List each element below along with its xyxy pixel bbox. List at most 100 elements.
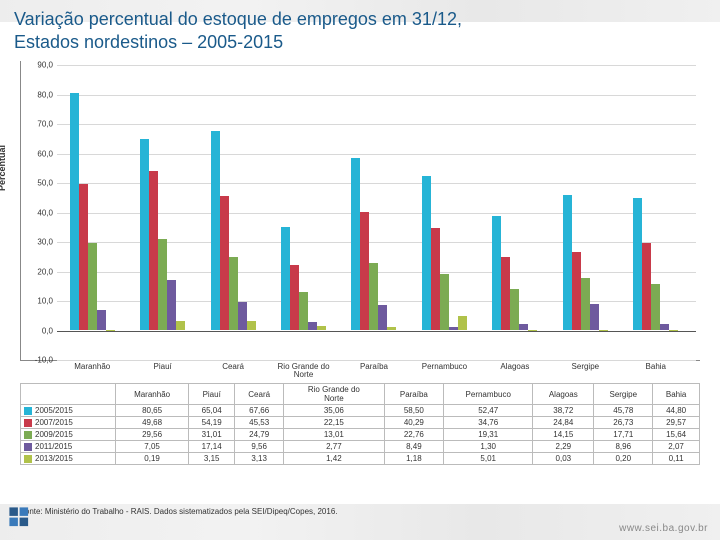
- table-row-header: 2009/2015: [21, 429, 116, 441]
- legend-swatch: [24, 455, 32, 463]
- table-cell: 1,18: [384, 453, 444, 465]
- table-cell: 22,15: [284, 417, 384, 429]
- bar: [308, 322, 317, 330]
- bar: [167, 280, 176, 331]
- table-cell: 65,04: [189, 405, 235, 417]
- table-cell: 26,73: [594, 417, 653, 429]
- table-cell: 45,78: [594, 405, 653, 417]
- bar: [220, 196, 229, 330]
- x-tick-label: Piauí: [127, 360, 197, 371]
- table-cell: 17,71: [594, 429, 653, 441]
- legend-swatch: [24, 419, 32, 427]
- table-cell: 44,80: [653, 405, 700, 417]
- bar: [599, 330, 608, 331]
- logo-icon: [6, 504, 40, 538]
- table-cell: 8,49: [384, 441, 444, 453]
- table-cell: 67,66: [235, 405, 284, 417]
- table-cell: 40,29: [384, 417, 444, 429]
- y-tick: 90,0: [23, 61, 53, 70]
- bar-group: Bahia: [621, 65, 691, 360]
- table-cell: 45,53: [235, 417, 284, 429]
- table-cell: 38,72: [533, 405, 594, 417]
- bar: [660, 324, 669, 330]
- y-tick: 20,0: [23, 267, 53, 276]
- bar: [140, 139, 149, 331]
- title-line2: Estados nordestinos – 2005-2015: [14, 32, 283, 52]
- bar: [510, 289, 519, 331]
- plot-area: -10,00,010,020,030,040,050,060,070,080,0…: [57, 65, 696, 360]
- legend-label: 2011/2015: [35, 442, 72, 451]
- legend-swatch: [24, 443, 32, 451]
- table-cell: 15,64: [653, 429, 700, 441]
- bar: [158, 239, 167, 330]
- y-tick: 40,0: [23, 208, 53, 217]
- table-cell: 49,68: [115, 417, 188, 429]
- table-cell: 2,29: [533, 441, 594, 453]
- table-cell: 58,50: [384, 405, 444, 417]
- bar: [369, 263, 378, 330]
- bar-group: Sergipe: [550, 65, 620, 360]
- x-tick-label: Pernambuco: [409, 360, 479, 371]
- bar: [431, 228, 440, 331]
- table-cell: 9,56: [235, 441, 284, 453]
- bar: [229, 257, 238, 330]
- bar: [563, 195, 572, 330]
- bar: [378, 305, 387, 330]
- table-cell: 54,19: [189, 417, 235, 429]
- table-cell: 1,42: [284, 453, 384, 465]
- table-col-header: Ceará: [235, 384, 284, 405]
- table-col-header: Bahia: [653, 384, 700, 405]
- table-cell: 14,15: [533, 429, 594, 441]
- table-cell: 17,14: [189, 441, 235, 453]
- bar: [360, 212, 369, 331]
- table-corner: [21, 384, 116, 405]
- table-row: 2013/20150,193,153,131,421,185,010,030,2…: [21, 453, 700, 465]
- table-cell: 1,30: [444, 441, 533, 453]
- y-tick: 30,0: [23, 238, 53, 247]
- table-col-header: Piauí: [189, 384, 235, 405]
- table-cell: 31,01: [189, 429, 235, 441]
- x-tick-label: Ceará: [198, 360, 268, 371]
- table-col-header: Pernambuco: [444, 384, 533, 405]
- table-cell: 29,56: [115, 429, 188, 441]
- bar-group: Alagoas: [480, 65, 550, 360]
- table-row: 2005/2015 80,6565,0467,6635,0658,5052,473…: [21, 405, 700, 417]
- bar: [651, 284, 660, 330]
- bar: [281, 227, 290, 330]
- table-cell: 3,15: [189, 453, 235, 465]
- table-cell: 2,77: [284, 441, 384, 453]
- legend-label: 2005/2015: [35, 406, 73, 415]
- table-cell: 8,96: [594, 441, 653, 453]
- table-row-header: 2011/2015: [21, 441, 116, 453]
- table-col-header: Rio Grande doNorte: [284, 384, 384, 405]
- x-tick-label: Maranhão: [57, 360, 127, 371]
- x-tick-label: Paraíba: [339, 360, 409, 371]
- table-col-header: Maranhão: [115, 384, 188, 405]
- bar-group: Ceará: [198, 65, 268, 360]
- table-row: 2007/201549,6854,1945,5322,1540,2934,762…: [21, 417, 700, 429]
- legend-swatch: [24, 431, 32, 439]
- bar: [70, 93, 79, 331]
- y-tick: 70,0: [23, 120, 53, 129]
- y-tick: 10,0: [23, 297, 53, 306]
- table-cell: 24,84: [533, 417, 594, 429]
- bar: [247, 321, 256, 330]
- table-cell: 35,06: [284, 405, 384, 417]
- bar: [79, 184, 88, 331]
- bar: [449, 327, 458, 331]
- bar: [88, 243, 97, 330]
- y-tick: 0,0: [23, 326, 53, 335]
- bar: [501, 257, 510, 330]
- table-cell: 0,11: [653, 453, 700, 465]
- bar: [581, 278, 590, 330]
- bar: [572, 252, 581, 331]
- bar: [422, 176, 431, 331]
- table-cell: 0,19: [115, 453, 188, 465]
- bar-group: Paraíba: [339, 65, 409, 360]
- bar: [492, 216, 501, 330]
- table-cell: 13,01: [284, 429, 384, 441]
- table-cell: 52,47: [444, 405, 533, 417]
- table-cell: 29,57: [653, 417, 700, 429]
- bar: [633, 198, 642, 330]
- table-cell: 80,65: [115, 405, 188, 417]
